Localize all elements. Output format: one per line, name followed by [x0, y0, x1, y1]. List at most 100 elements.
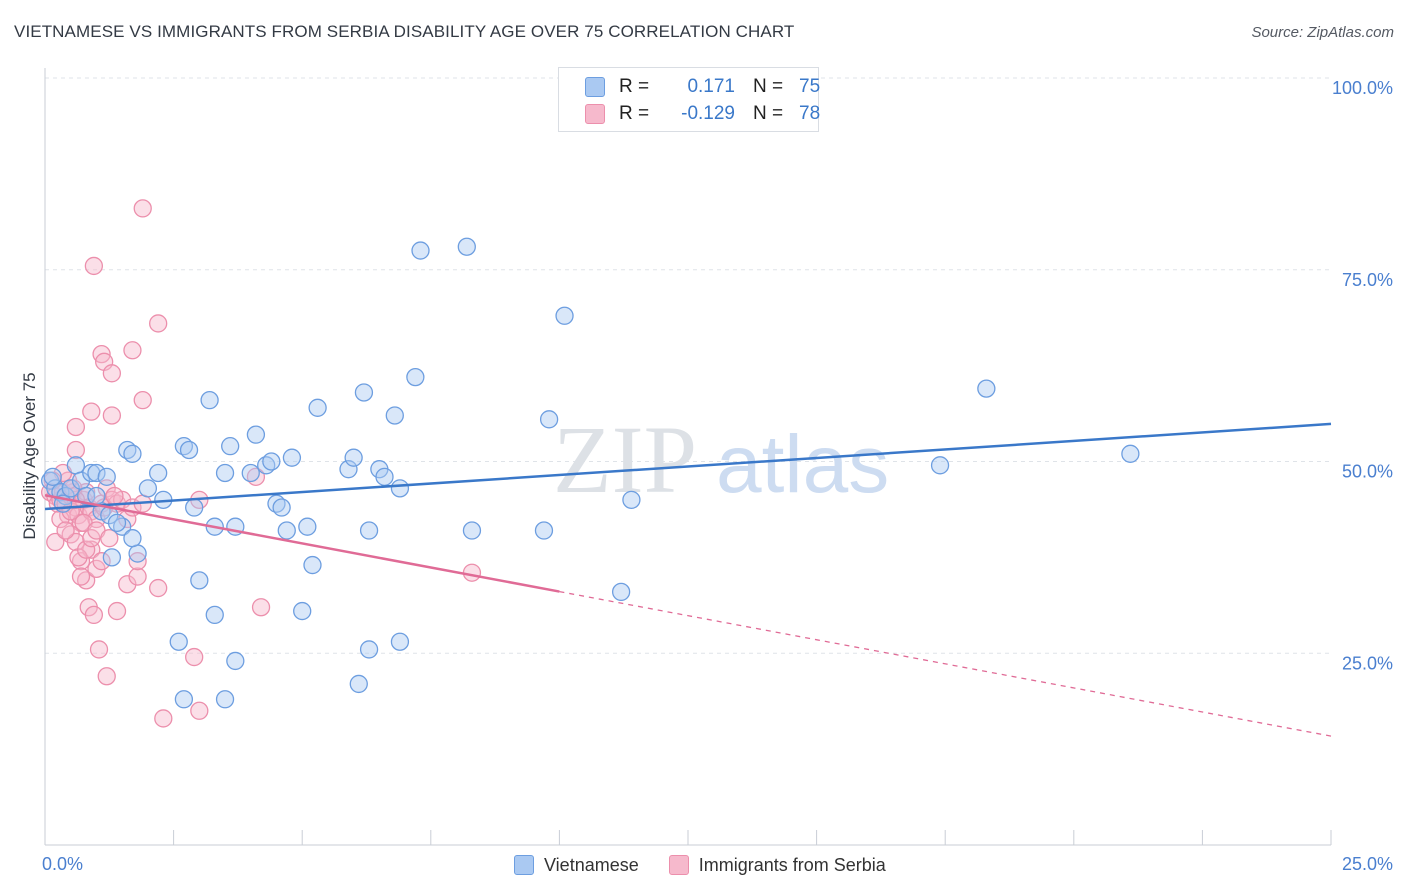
vietnamese-point	[359, 640, 379, 659]
vietnamese-point	[272, 498, 291, 517]
serbia-point	[105, 486, 124, 506]
vietnamese-point	[611, 582, 631, 602]
serbia-point	[154, 709, 173, 728]
vietnamese-point	[138, 479, 158, 498]
vietnamese-point	[123, 529, 142, 548]
serbia-point	[66, 440, 86, 460]
serbia-point	[46, 532, 65, 552]
r-label: R =	[619, 76, 650, 97]
trend-lines	[44, 422, 1332, 737]
vietnamese-trend-line	[44, 422, 1332, 511]
serbia-point	[97, 667, 116, 686]
vietnamese-point	[97, 467, 116, 486]
series-legend: Vietnamese Immigrants from Serbia	[514, 852, 916, 878]
vietnamese-point	[354, 383, 374, 402]
serbia-point	[462, 563, 482, 582]
vietnamese-point	[43, 467, 62, 486]
serbia-point	[77, 540, 96, 559]
y-tick-label: 25.0%	[1342, 653, 1393, 673]
vietnamese-point	[77, 486, 96, 506]
vietnamese-point	[298, 517, 317, 536]
vietnamese-point	[190, 571, 209, 590]
serbia-point	[71, 567, 91, 586]
vietnamese-point	[87, 486, 106, 506]
vietnamese-point	[123, 444, 142, 463]
serbia-swatch	[585, 104, 605, 124]
vietnamese-point	[262, 452, 281, 471]
correlation-legend: R = 0.171 N = 75 R = -0.129 N = 78	[558, 67, 820, 132]
vietnamese-point	[102, 548, 122, 567]
vietnamese-point	[406, 367, 425, 387]
vietnamese-point	[179, 440, 199, 460]
serbia-point	[66, 417, 86, 437]
serbia-point	[100, 529, 119, 548]
grid-lines	[45, 77, 1331, 654]
y-tick-label: 50.0%	[1342, 462, 1393, 482]
serbia-point	[133, 390, 152, 410]
vietnamese-point	[107, 513, 127, 533]
vietnamese-point	[1121, 444, 1140, 463]
vietnamese-point	[293, 601, 312, 621]
serbia-swatch	[668, 855, 689, 875]
legend-row-vietnamese: R = 0.171 N = 75	[585, 74, 820, 100]
vietnamese-point	[555, 306, 574, 325]
vietnamese-point	[457, 237, 476, 256]
vietnamese-point	[185, 498, 204, 517]
vietnamese-point	[241, 463, 260, 483]
serbia-point	[82, 402, 101, 421]
legend-item-vietnamese: Vietnamese	[514, 855, 639, 876]
vietnamese-point	[282, 448, 302, 467]
serbia-point	[128, 552, 147, 571]
vietnamese-point	[375, 467, 394, 486]
chart-title: VIETNAMESE VS IMMIGRANTS FROM SERBIA DIS…	[14, 22, 795, 41]
vietnamese-point	[169, 632, 188, 651]
vietnamese-point	[205, 605, 224, 625]
vietnamese-point	[246, 425, 266, 444]
serbia-point	[84, 256, 104, 276]
n-value: 75	[799, 76, 821, 97]
serbia-point	[149, 314, 168, 333]
vietnamese-point	[303, 555, 322, 575]
tick-labels: 25.0% 50.0% 75.0% 100.0% 0.0% 25.0%	[42, 78, 1393, 874]
vietnamese-point	[977, 379, 996, 398]
serbia-point	[69, 548, 88, 567]
n-label: N =	[753, 103, 784, 124]
r-label: R =	[619, 103, 650, 124]
serbia-point	[123, 341, 142, 360]
vietnamese-point	[930, 456, 950, 475]
n-value: 78	[799, 103, 821, 124]
watermark-atlas: atlas	[716, 419, 889, 510]
legend-label-serbia: Immigrants from Serbia	[698, 854, 886, 875]
vietnamese-swatch	[585, 77, 605, 97]
vietnamese-point	[344, 448, 363, 467]
vietnamese-point	[277, 521, 296, 540]
y-tick-label: 75.0%	[1342, 270, 1393, 290]
vietnamese-point	[221, 437, 240, 456]
vietnamese-point	[385, 406, 404, 425]
vietnamese-point	[215, 463, 235, 483]
serbia-point	[133, 199, 152, 218]
vietnamese-point	[411, 241, 430, 260]
series-vietnamese	[40, 237, 1140, 709]
serbia-point	[251, 598, 271, 617]
vietnamese-point	[308, 398, 327, 417]
y-tick-label: 100.0%	[1332, 78, 1393, 98]
x-tick-label: 0.0%	[42, 854, 83, 874]
vietnamese-point	[128, 544, 147, 563]
vietnamese-point	[149, 463, 168, 483]
vietnamese-point	[349, 674, 368, 694]
legend-label-vietnamese: Vietnamese	[544, 854, 639, 875]
vietnamese-point	[174, 690, 194, 709]
vietnamese-swatch	[514, 855, 534, 875]
serbia-trend-line	[44, 494, 560, 593]
serbia-trend-line-extension	[559, 590, 1332, 737]
serbia-point	[92, 552, 111, 571]
serbia-point	[107, 601, 127, 621]
vietnamese-point	[390, 479, 410, 498]
vietnamese-point	[226, 651, 245, 671]
legend-row-serbia: R = -0.129 N = 78	[585, 101, 820, 127]
vietnamese-point	[359, 521, 379, 540]
vietnamese-point	[87, 463, 106, 483]
vietnamese-point	[66, 456, 86, 475]
